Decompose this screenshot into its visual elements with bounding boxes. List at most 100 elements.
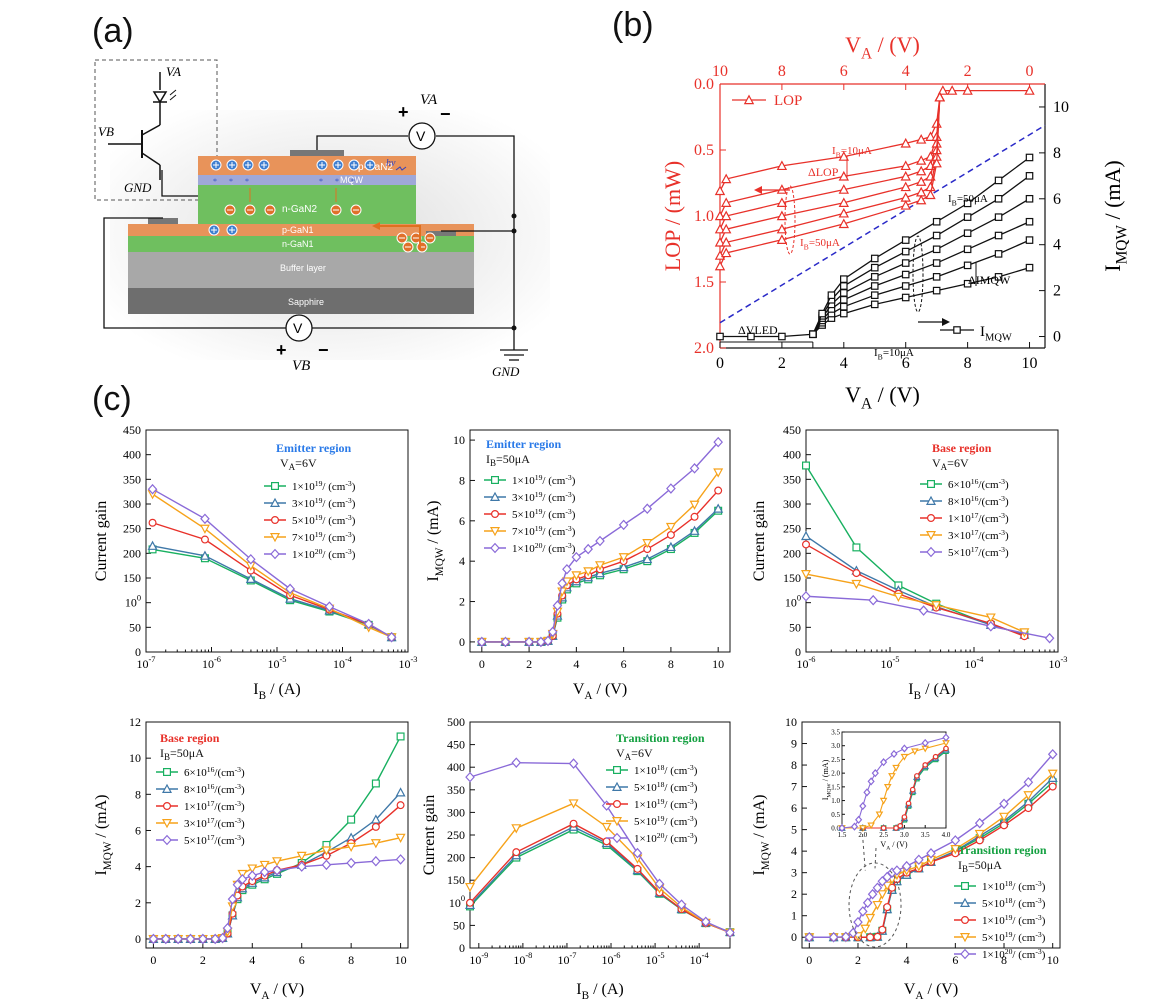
y-tick-label: 350 [783,472,801,486]
legend-marker [961,882,970,891]
inset-y-tick-label: 0.0 [831,825,840,833]
inset-data-point [867,822,875,830]
imqw-point [840,309,848,318]
imqw-point [901,293,910,302]
data-point [222,922,233,934]
inset-data-point [921,738,929,748]
right-tick-label: 8 [1053,145,1061,162]
data-point [568,758,579,769]
lop-point [900,181,911,192]
lop-point [915,165,927,176]
y-tick-label: 200 [783,546,801,560]
ib10-bottom-label: IB=10μA [874,347,914,361]
data-point [583,567,594,577]
inset-x-tick-label: 4.0 [942,831,951,839]
data-point [985,621,996,632]
ib50-bottom-label: IB=50μA [948,193,988,207]
lop-point [776,223,788,234]
legend-marker [162,834,172,846]
data-point [237,874,248,885]
series-line [152,488,392,638]
lop-series-1 [714,85,1035,196]
imqw-point [870,291,879,300]
panel-label-c: (c) [92,380,132,418]
imqw-point [932,273,941,281]
top-contact [290,150,344,156]
lop-line [719,89,1030,192]
x-tick-label: 2 [526,657,532,671]
y-tick-label: 300 [783,497,801,511]
lop-point [714,260,726,271]
inset-data-point [880,758,888,767]
data-point [247,870,258,881]
legend-label: 5×1019/ (cm-3) [292,513,356,527]
lop-point [776,197,788,207]
lop-point [934,91,945,102]
inset-data-point [900,744,908,753]
highlight-ellipse [848,862,902,948]
lop-point [900,199,911,210]
imqw-point [870,263,879,272]
photon-label: hν [386,158,396,169]
data-point [689,525,700,535]
inset-data-point [871,769,879,778]
y-tick-label: 10 [129,751,141,765]
top-tick-label: 0 [1026,63,1034,80]
chart-c4: 0 2 4 6 8 10 0 2 4 6 8 10 12 VA / (V) IMQW / (mA) Base … [93,715,409,1000]
plot-area: 10-9 10-8 10-7 10-6 10-5 10-4 0 50 100 150 200 250 3… [421,715,731,1000]
imqw-legend-marker [953,326,961,334]
data-point [713,436,723,448]
lop-point [776,184,788,194]
series-5 [801,590,1055,644]
lop-arrow-head-icon [754,186,762,194]
data-point [872,882,883,894]
data-point [985,613,996,623]
data-point [950,835,961,846]
lop-point [720,173,732,184]
legend-label: 1×1019/ (cm-3) [292,479,356,493]
x-axis-label: IB / (A) [908,681,955,700]
legend-marker [161,818,173,829]
y-tick-label: 2 [791,887,797,901]
plot-frame [469,429,731,653]
left-tick-label: 2.0 [694,340,714,357]
y-tick-label: 8 [135,787,141,801]
data-point [974,829,985,840]
data-point [371,822,380,831]
inset-connector [874,847,877,869]
x-tick-label: 10-4 [965,655,985,671]
lop-ellipse [784,185,796,255]
imqw-point [963,245,972,254]
data-point [801,461,810,470]
data-point [568,799,579,809]
x-tick-label: 10 [395,953,407,967]
plot-area: 10-7 10-6 10-5 10-4 10-3 0 50 100 150 200 250 300 35… [93,423,417,700]
y-tick-label: 8 [459,473,465,487]
legend-marker [959,897,971,907]
inset-x-tick-label: 3.5 [921,831,930,839]
data-point [571,571,582,581]
data-point [232,879,243,891]
recombination-star-icon: * [245,177,249,186]
imqw-point [747,332,755,341]
data-point [547,626,558,638]
lop-point [720,210,732,221]
data-point [666,530,675,539]
va-minus: − [440,104,451,124]
imqw-point [716,332,724,341]
base-contact [148,218,178,224]
lop-point [838,170,850,181]
inset-data-point [901,814,908,820]
data-point [569,819,578,828]
panel-label-b: (b) [612,6,654,44]
inset-data-point [880,825,887,831]
data-point [800,530,812,541]
data-point [642,553,653,564]
legend-label: 7×1019/ (cm-3) [512,524,576,538]
lop-point [714,185,726,196]
data-point [200,513,210,525]
legend-label: 3×1017/(cm-3) [184,816,245,830]
layer-stack: p-GaN2 MQW n-GaN2 p-GaN1 n-GaN1 Buffer l… [128,150,474,314]
series-4 [147,490,397,643]
legend-marker [271,515,280,524]
